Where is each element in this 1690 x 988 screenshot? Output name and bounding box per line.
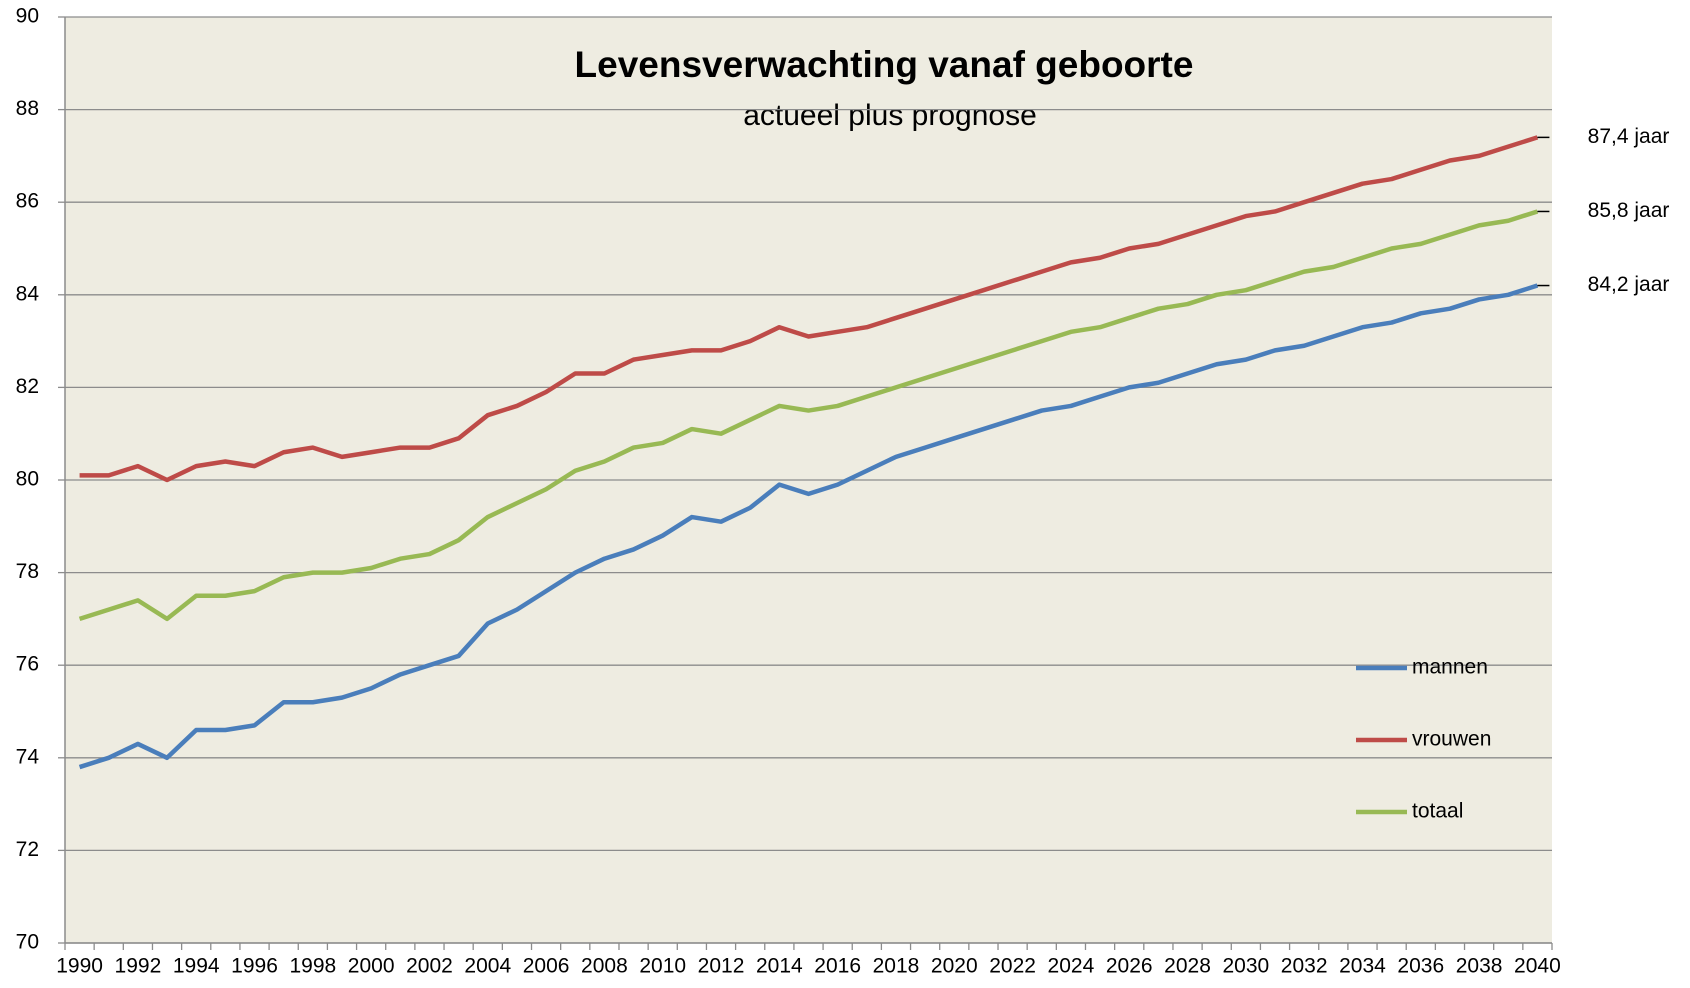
x-tick-label: 2000: [348, 955, 395, 978]
legend-label: mannen: [1412, 656, 1488, 679]
end-label: 85,8 jaar: [1588, 199, 1670, 222]
y-tick-label: 88: [16, 97, 39, 120]
y-tick-label: 78: [16, 560, 39, 583]
x-tick-label: 2028: [1164, 955, 1211, 978]
x-tick-label: 2022: [989, 955, 1036, 978]
x-tick-label: 2024: [1048, 955, 1095, 978]
x-tick-label: 1998: [289, 955, 336, 978]
x-tick-label: 2018: [873, 955, 920, 978]
x-tick-label: 2010: [639, 955, 686, 978]
x-tick-label: 2014: [756, 955, 803, 978]
line-series: [78, 209, 1539, 622]
x-tick-label: 2032: [1281, 955, 1328, 978]
chart-subtitle: actueel plus prognose: [743, 99, 1037, 132]
x-tick-label: 2002: [406, 955, 453, 978]
x-tick-label: 2020: [931, 955, 978, 978]
x-tick-label: 2006: [523, 955, 570, 978]
legend-label: totaal: [1412, 800, 1463, 823]
end-label: 87,4 jaar: [1588, 125, 1670, 148]
y-tick-label: 72: [16, 838, 39, 861]
y-tick-label: 84: [16, 282, 40, 305]
x-tick-label: 2036: [1397, 955, 1444, 978]
x-tick-label: 2008: [581, 955, 628, 978]
y-tick-label: 90: [16, 5, 39, 28]
y-tick-label: 76: [16, 653, 39, 676]
chart-title: Levensverwachting vanaf geboorte: [575, 44, 1194, 85]
line-series: [78, 283, 1539, 770]
line-series: [79, 135, 1539, 483]
x-tick-label: 2012: [698, 955, 745, 978]
x-tick-label: 1992: [115, 955, 162, 978]
x-tick-label: 2026: [1106, 955, 1153, 978]
y-tick-label: 74: [16, 745, 40, 768]
x-tick-label: 2034: [1339, 955, 1386, 978]
y-tick-label: 82: [16, 375, 39, 398]
x-tick-label: 2004: [464, 955, 511, 978]
legend-label: vrouwen: [1412, 728, 1491, 751]
end-label: 84,2 jaar: [1588, 273, 1670, 296]
x-tick-label: 2030: [1222, 955, 1269, 978]
x-tick-label: 2040: [1514, 955, 1561, 978]
x-tick-label: 2016: [814, 955, 861, 978]
x-tick-label: 1990: [56, 955, 103, 978]
y-tick-label: 86: [16, 190, 39, 213]
y-tick-label: 70: [16, 931, 39, 954]
x-tick-label: 1996: [231, 955, 278, 978]
x-tick-label: 2038: [1456, 955, 1503, 978]
y-tick-label: 80: [16, 468, 39, 491]
x-tick-label: 1994: [173, 955, 220, 978]
